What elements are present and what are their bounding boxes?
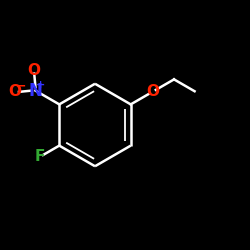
Text: O: O — [146, 84, 159, 99]
Text: O: O — [8, 84, 22, 99]
Text: F: F — [34, 149, 45, 164]
Text: +: + — [36, 80, 46, 90]
Text: N: N — [28, 82, 42, 100]
Text: O: O — [28, 63, 41, 78]
Text: −: − — [15, 80, 26, 93]
